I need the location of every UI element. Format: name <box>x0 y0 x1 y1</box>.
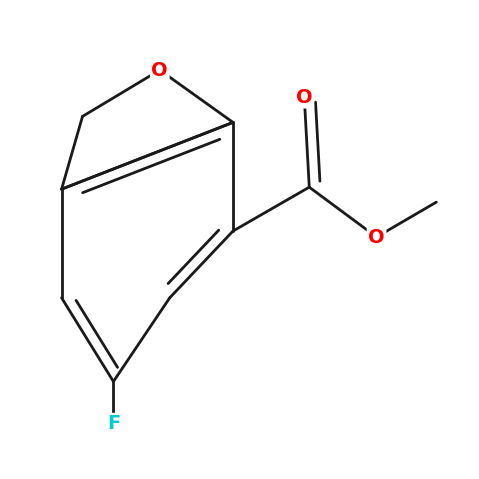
Text: O: O <box>368 228 385 247</box>
Text: O: O <box>151 60 168 80</box>
Text: O: O <box>296 88 313 107</box>
Text: F: F <box>107 414 120 433</box>
